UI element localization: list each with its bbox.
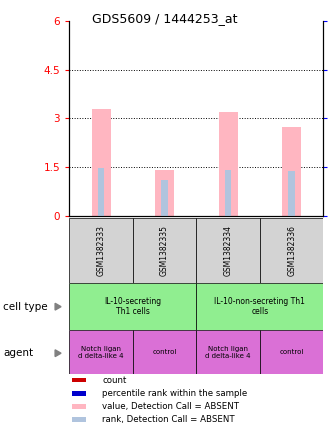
Bar <box>133 218 196 283</box>
Text: IL-10-secreting
Th1 cells: IL-10-secreting Th1 cells <box>104 297 161 316</box>
Text: value, Detection Call = ABSENT: value, Detection Call = ABSENT <box>102 402 239 411</box>
Text: GSM1382334: GSM1382334 <box>224 225 233 276</box>
Text: Notch ligan
d delta-like 4: Notch ligan d delta-like 4 <box>205 346 251 359</box>
Bar <box>72 391 85 396</box>
Bar <box>196 218 260 283</box>
Text: GDS5609 / 1444253_at: GDS5609 / 1444253_at <box>92 12 238 25</box>
Text: percentile rank within the sample: percentile rank within the sample <box>102 389 248 398</box>
Bar <box>196 330 260 374</box>
Text: agent: agent <box>3 348 33 358</box>
Text: GSM1382336: GSM1382336 <box>287 225 296 276</box>
Text: Notch ligan
d delta-like 4: Notch ligan d delta-like 4 <box>78 346 124 359</box>
Bar <box>69 218 133 283</box>
Text: GSM1382333: GSM1382333 <box>97 225 106 276</box>
Bar <box>288 171 295 216</box>
Text: GSM1382335: GSM1382335 <box>160 225 169 276</box>
Polygon shape <box>55 350 61 357</box>
Text: rank, Detection Call = ABSENT: rank, Detection Call = ABSENT <box>102 415 235 423</box>
Text: cell type: cell type <box>3 302 48 312</box>
Bar <box>133 330 196 374</box>
Bar <box>69 283 196 330</box>
Bar <box>260 218 323 283</box>
Bar <box>69 330 133 374</box>
Bar <box>196 283 323 330</box>
Text: count: count <box>102 376 127 385</box>
Text: IL-10-non-secreting Th1
cells: IL-10-non-secreting Th1 cells <box>214 297 305 316</box>
Text: control: control <box>280 349 304 355</box>
Bar <box>218 112 238 216</box>
Bar <box>91 109 111 216</box>
Bar <box>155 170 174 216</box>
Bar <box>282 126 301 216</box>
Bar <box>98 168 104 216</box>
Bar <box>225 170 231 216</box>
Polygon shape <box>55 303 61 310</box>
Bar <box>72 404 85 409</box>
Bar <box>72 378 85 382</box>
Bar <box>260 330 323 374</box>
Text: control: control <box>152 349 177 355</box>
Bar <box>161 180 168 216</box>
Bar <box>72 418 85 422</box>
